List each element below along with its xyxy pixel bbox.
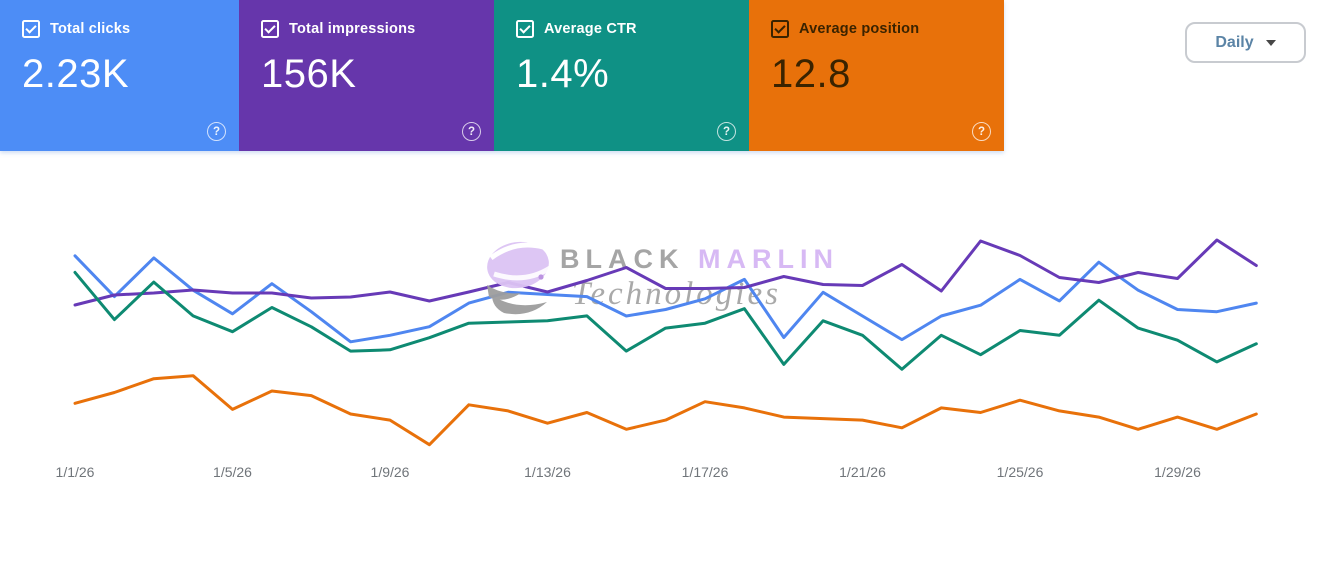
metric-card-total-impressions[interactable]: Total impressions 156K ? xyxy=(239,0,494,151)
metric-card-value: 156K xyxy=(261,52,357,96)
x-axis-tick-label: 1/5/26 xyxy=(213,464,252,480)
metric-card-value: 1.4% xyxy=(516,52,610,96)
chevron-down-icon xyxy=(1265,39,1276,46)
metric-cards-row: Total clicks 2.23K ? Total impressions 1… xyxy=(0,0,1004,151)
x-axis-tick-label: 1/13/26 xyxy=(524,464,571,480)
interval-dropdown[interactable]: Daily xyxy=(1185,22,1306,63)
x-axis-tick-label: 1/29/26 xyxy=(1154,464,1201,480)
watermark-brand-second-word: MARLIN xyxy=(698,244,839,274)
checkbox-checked-icon[interactable] xyxy=(771,20,789,38)
checkbox-checked-icon[interactable] xyxy=(516,20,534,38)
checkbox-checked-icon[interactable] xyxy=(261,20,279,38)
metric-card-label: Average CTR xyxy=(544,21,637,37)
metric-card-label: Total impressions xyxy=(289,21,416,37)
x-axis-tick-label: 1/17/26 xyxy=(682,464,729,480)
metric-card-value: 12.8 xyxy=(771,52,851,96)
x-axis-tick-label: 1/25/26 xyxy=(997,464,1044,480)
marlin-fish-logo-icon xyxy=(483,238,571,331)
line-chart-canvas: 1/1/26 1/5/26 1/9/26 1/13/26 1/17/26 1/21/26 1… xyxy=(56,238,1258,480)
metric-card-label: Total clicks xyxy=(50,21,131,37)
watermark-brand-name: BLACK MARLIN xyxy=(560,244,839,275)
metric-card-header: Total impressions xyxy=(261,20,494,38)
checkbox-checked-icon[interactable] xyxy=(22,20,40,38)
metric-card-header: Average position xyxy=(771,20,1004,38)
series-line-position xyxy=(73,374,1258,447)
x-axis-tick-label: 1/21/26 xyxy=(839,464,886,480)
x-axis-tick-label: 1/9/26 xyxy=(371,464,410,480)
series-line-ctr xyxy=(73,270,1258,371)
metric-card-label: Average position xyxy=(799,21,920,37)
interval-dropdown-label: Daily xyxy=(1215,33,1254,51)
metric-card-value: 2.23K xyxy=(22,52,130,96)
series-line-clicks xyxy=(73,254,1258,344)
x-axis-tick-label: 1/1/26 xyxy=(56,464,95,480)
help-icon[interactable]: ? xyxy=(207,122,226,141)
metric-card-header: Total clicks xyxy=(22,20,239,38)
series-line-impressions xyxy=(73,238,1258,307)
metric-card-average-ctr[interactable]: Average CTR 1.4% ? xyxy=(494,0,749,151)
help-icon[interactable]: ? xyxy=(462,122,481,141)
help-icon[interactable]: ? xyxy=(972,122,991,141)
metric-card-average-position[interactable]: Average position 12.8 ? xyxy=(749,0,1004,151)
metric-card-total-clicks[interactable]: Total clicks 2.23K ? xyxy=(0,0,239,151)
metric-card-header: Average CTR xyxy=(516,20,749,38)
help-icon[interactable]: ? xyxy=(717,122,736,141)
